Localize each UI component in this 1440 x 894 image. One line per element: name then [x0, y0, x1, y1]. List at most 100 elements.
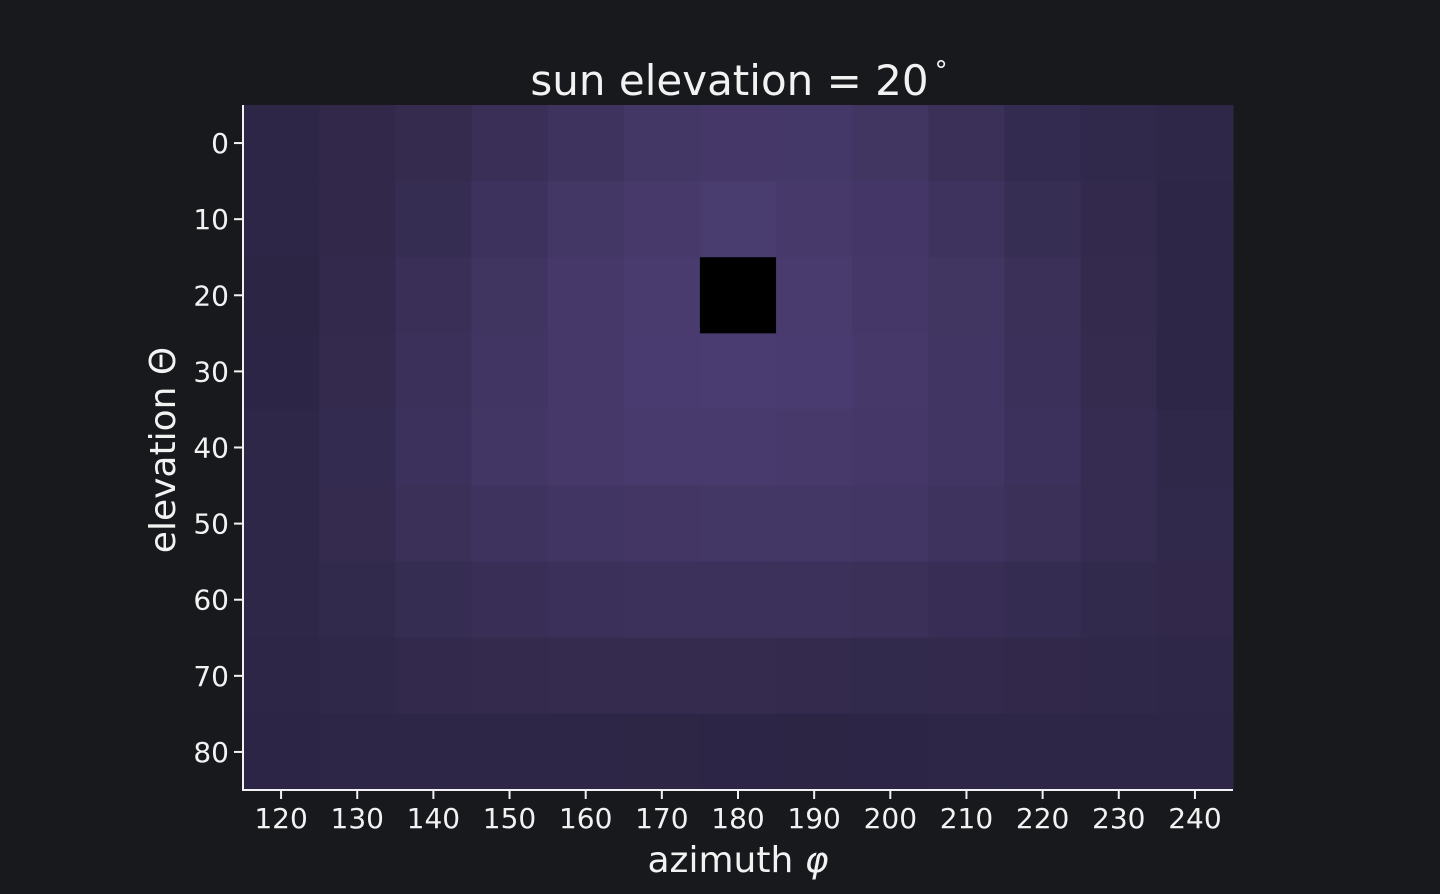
heatmap-cell [243, 485, 320, 563]
heatmap-cell [852, 105, 929, 182]
heatmap-cell [1156, 561, 1234, 639]
heatmap-cell [776, 181, 853, 258]
heatmap-cell [776, 257, 853, 334]
heatmap-cell [547, 637, 625, 715]
heatmap-cell [1004, 409, 1082, 487]
y-tick-label: 30 [193, 355, 229, 388]
heatmap-cell [623, 485, 701, 563]
heatmap-cell [776, 333, 853, 410]
heatmap-cell [1156, 485, 1234, 563]
heatmap-cell [1080, 105, 1158, 182]
heatmap-cell [623, 181, 701, 258]
heatmap-cell [547, 105, 625, 182]
heatmap-cell [319, 333, 396, 410]
x-axis-title: azimuth φ [648, 840, 829, 881]
heatmap-cell [928, 181, 1006, 258]
heatmap-cell [852, 561, 929, 639]
heatmap-cell [699, 485, 777, 563]
heatmap-cell [395, 333, 472, 410]
y-tick-label: 80 [193, 736, 229, 769]
heatmap-cell [928, 561, 1006, 639]
heatmap-cell [243, 713, 320, 791]
heatmap-cell [547, 409, 625, 487]
heatmap-cell [319, 181, 396, 258]
heatmap-cell [547, 561, 625, 639]
x-tick-label: 230 [1092, 802, 1145, 835]
heatmap-cell [395, 105, 472, 182]
heatmap-cell [1004, 485, 1082, 563]
heatmap-cell [1156, 257, 1234, 334]
heatmap-cell [319, 485, 396, 563]
y-tick-label: 60 [193, 584, 229, 617]
heatmap-cell [395, 257, 472, 334]
heatmap-cell [243, 105, 320, 182]
heatmap-cell [1004, 637, 1082, 715]
heatmap-cells [243, 105, 1234, 791]
heatmap-cell [852, 485, 929, 563]
x-tick-label: 200 [864, 802, 917, 835]
heatmap-cell [699, 561, 777, 639]
heatmap-cell [1080, 257, 1158, 334]
heatmap-cell [243, 409, 320, 487]
heatmap-cell [699, 713, 777, 791]
heatmap-cell [395, 713, 472, 791]
x-axis-ticks: 120 130 140 150 160 170 180 190 200 210 220 230 240 [254, 790, 1222, 835]
heatmap-cell [623, 713, 701, 791]
heatmap-cell [1004, 181, 1082, 258]
x-tick-label: 190 [787, 802, 840, 835]
heatmap-cell [699, 181, 777, 258]
heatmap-cell [776, 713, 853, 791]
heatmap-cell [928, 409, 1006, 487]
sun-position-cell [699, 257, 777, 334]
heatmap-cell [776, 637, 853, 715]
heatmap-cell [623, 105, 701, 182]
heatmap-cell [547, 713, 625, 791]
x-tick-label: 140 [407, 802, 460, 835]
heatmap-cell [395, 485, 472, 563]
x-tick-label: 130 [331, 802, 384, 835]
heatmap-cell [852, 713, 929, 791]
heatmap-cell [1080, 713, 1158, 791]
heatmap-cell [243, 257, 320, 334]
heatmap-cell [928, 333, 1006, 410]
heatmap-cell [471, 713, 549, 791]
heatmap-cell [623, 333, 701, 410]
x-tick-label: 170 [635, 802, 688, 835]
heatmap-cell [928, 485, 1006, 563]
heatmap-cell [852, 257, 929, 334]
heatmap-cell [776, 409, 853, 487]
heatmap-cell [623, 409, 701, 487]
heatmap-cell [928, 257, 1006, 334]
x-tick-label: 220 [1016, 802, 1069, 835]
heatmap-cell [1004, 333, 1082, 410]
heatmap-cell [319, 713, 396, 791]
heatmap-cell [1156, 333, 1234, 410]
heatmap-cell [395, 409, 472, 487]
heatmap-cell [547, 181, 625, 258]
y-axis-title: elevation Θ [143, 347, 184, 553]
heatmap-cell [471, 257, 549, 334]
heatmap-cell [1080, 409, 1158, 487]
heatmap-cell [623, 637, 701, 715]
heatmap-cell [623, 257, 701, 334]
y-tick-label: 10 [193, 203, 229, 236]
heatmap-cell [1004, 105, 1082, 182]
heatmap-cell [1080, 561, 1158, 639]
heatmap-cell [547, 485, 625, 563]
x-tick-label: 120 [254, 802, 307, 835]
heatmap-cell [395, 561, 472, 639]
heatmap-cell [699, 333, 777, 410]
x-tick-label: 210 [940, 802, 993, 835]
heatmap-cell [319, 561, 396, 639]
heatmap-cell [852, 409, 929, 487]
y-tick-label: 70 [193, 660, 229, 693]
heatmap-cell [1080, 485, 1158, 563]
heatmap-cell [928, 637, 1006, 715]
y-tick-label: 0 [211, 127, 229, 160]
chart-title: sun elevation = 20 ° [530, 56, 947, 105]
heatmap-cell [776, 485, 853, 563]
heatmap-cell [1004, 257, 1082, 334]
x-tick-label: 180 [711, 802, 764, 835]
